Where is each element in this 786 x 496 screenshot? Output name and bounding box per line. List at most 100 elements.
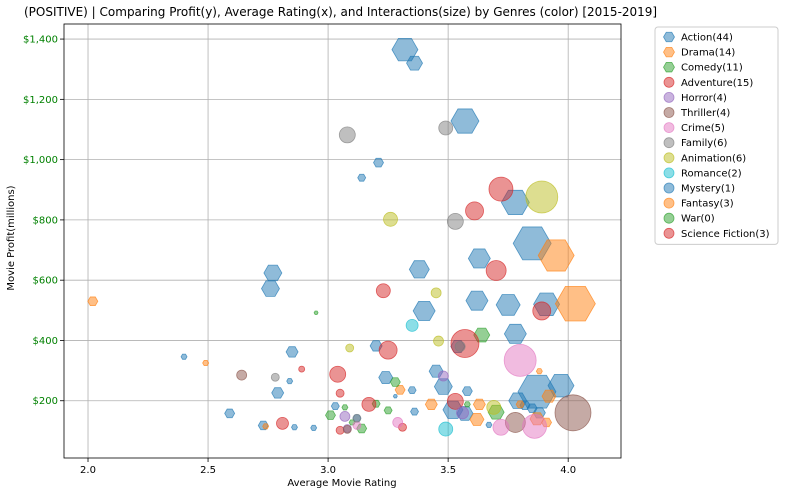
data-point xyxy=(392,394,398,399)
data-point xyxy=(357,173,367,182)
legend-label: Drama(14) xyxy=(681,48,735,59)
legend-entry: Fantasy(3) xyxy=(663,197,734,210)
legend-label: Family(6) xyxy=(681,138,727,149)
legend-entry: Drama(14) xyxy=(663,46,735,59)
data-point xyxy=(463,401,471,408)
data-point xyxy=(438,421,454,437)
data-point xyxy=(87,296,99,307)
legend-entry: Horror(4) xyxy=(663,92,727,104)
legend-marker xyxy=(663,227,675,239)
legend-label: Horror(4) xyxy=(681,93,727,104)
data-point xyxy=(378,340,398,360)
legend-entry: Animation(6) xyxy=(663,152,746,164)
data-point xyxy=(532,301,552,321)
data-point xyxy=(325,410,336,420)
data-point xyxy=(375,283,391,299)
data-point xyxy=(495,294,521,316)
data-point xyxy=(276,416,289,430)
data-point xyxy=(437,370,449,382)
x-axis-label: Average Movie Rating xyxy=(287,478,396,489)
legend-label: Animation(6) xyxy=(681,153,746,164)
x-tick-label: 2.5 xyxy=(200,465,216,476)
data-point xyxy=(472,398,486,410)
legend-label: Science Fiction(3) xyxy=(681,229,770,240)
legend-entry: Thriller(4) xyxy=(663,107,730,119)
data-point xyxy=(352,413,362,423)
data-point xyxy=(378,371,394,384)
legend-marker xyxy=(663,46,675,58)
data-point xyxy=(406,55,423,71)
legend-marker xyxy=(663,182,675,194)
legend-entry: Action(44) xyxy=(663,31,733,44)
chart-title: (POSITIVE) | Comparing Profit(y), Averag… xyxy=(24,5,657,19)
scatter-points xyxy=(87,37,596,439)
data-point xyxy=(383,406,393,415)
data-point xyxy=(263,264,283,282)
data-point xyxy=(535,368,543,375)
data-point xyxy=(430,287,442,299)
data-point xyxy=(202,360,210,367)
legend-marker xyxy=(663,212,675,224)
legend-entry: War(0) xyxy=(663,212,715,225)
x-tick-label: 2.0 xyxy=(80,465,96,476)
legend: Action(44) Drama(14) Comedy(11) Adventure(1… xyxy=(654,26,779,245)
plot-frame xyxy=(63,23,622,459)
legend-marker xyxy=(663,31,675,43)
data-point xyxy=(338,126,356,144)
data-point xyxy=(352,421,362,430)
data-point xyxy=(285,346,299,358)
legend-entry: Adventure(15) xyxy=(663,76,753,89)
x-tick-label: 4.0 xyxy=(560,465,576,476)
data-point xyxy=(503,343,537,377)
data-point xyxy=(271,387,285,399)
axes: 2.0 2.5 3.0 3.5 4.0 $200 $400 $600 $800 $1,000 $1,… xyxy=(23,23,622,476)
legend-marker xyxy=(663,152,675,164)
legend-label: Thriller(4) xyxy=(680,108,730,119)
data-point xyxy=(554,394,592,432)
data-point xyxy=(345,343,355,353)
legend-label: Comedy(11) xyxy=(681,63,743,74)
legend-label: Action(44) xyxy=(681,33,733,44)
data-point xyxy=(408,260,430,279)
legend-marker xyxy=(663,107,675,118)
legend-box xyxy=(654,26,779,245)
data-point xyxy=(407,386,417,395)
legend-label: Adventure(15) xyxy=(681,78,753,89)
legend-entry: Family(6) xyxy=(663,137,727,149)
legend-entry: Romance(2) xyxy=(663,167,742,179)
data-point xyxy=(433,335,444,347)
data-point xyxy=(392,417,404,428)
legend-label: War(0) xyxy=(681,214,715,225)
data-point xyxy=(438,120,454,136)
data-point xyxy=(554,285,596,322)
data-point xyxy=(465,290,489,311)
data-point xyxy=(515,400,525,409)
legend-marker xyxy=(663,76,675,88)
data-point xyxy=(298,365,306,373)
legend-entry: Crime(5) xyxy=(663,122,725,134)
data-point xyxy=(286,378,294,385)
data-point xyxy=(335,425,345,435)
data-point xyxy=(383,211,398,227)
y-tick-label: $1,400 xyxy=(23,35,58,46)
data-point xyxy=(262,423,270,430)
legend-marker xyxy=(663,122,675,133)
legend-marker xyxy=(663,137,675,149)
data-point xyxy=(525,180,559,214)
data-point xyxy=(389,377,401,387)
data-point xyxy=(313,310,319,315)
data-point xyxy=(450,108,480,134)
data-point xyxy=(541,389,557,403)
y-tick-label: $1,200 xyxy=(23,95,58,106)
data-point xyxy=(485,421,493,428)
data-point xyxy=(410,407,419,416)
grid xyxy=(64,24,621,458)
data-point xyxy=(329,365,347,383)
data-point xyxy=(465,201,484,221)
legend-label: Mystery(1) xyxy=(681,184,735,195)
data-point xyxy=(469,412,485,426)
data-point xyxy=(485,260,507,281)
data-point xyxy=(342,424,352,434)
x-tick-label: 3.0 xyxy=(320,465,336,476)
x-tick-label: 3.5 xyxy=(440,465,456,476)
